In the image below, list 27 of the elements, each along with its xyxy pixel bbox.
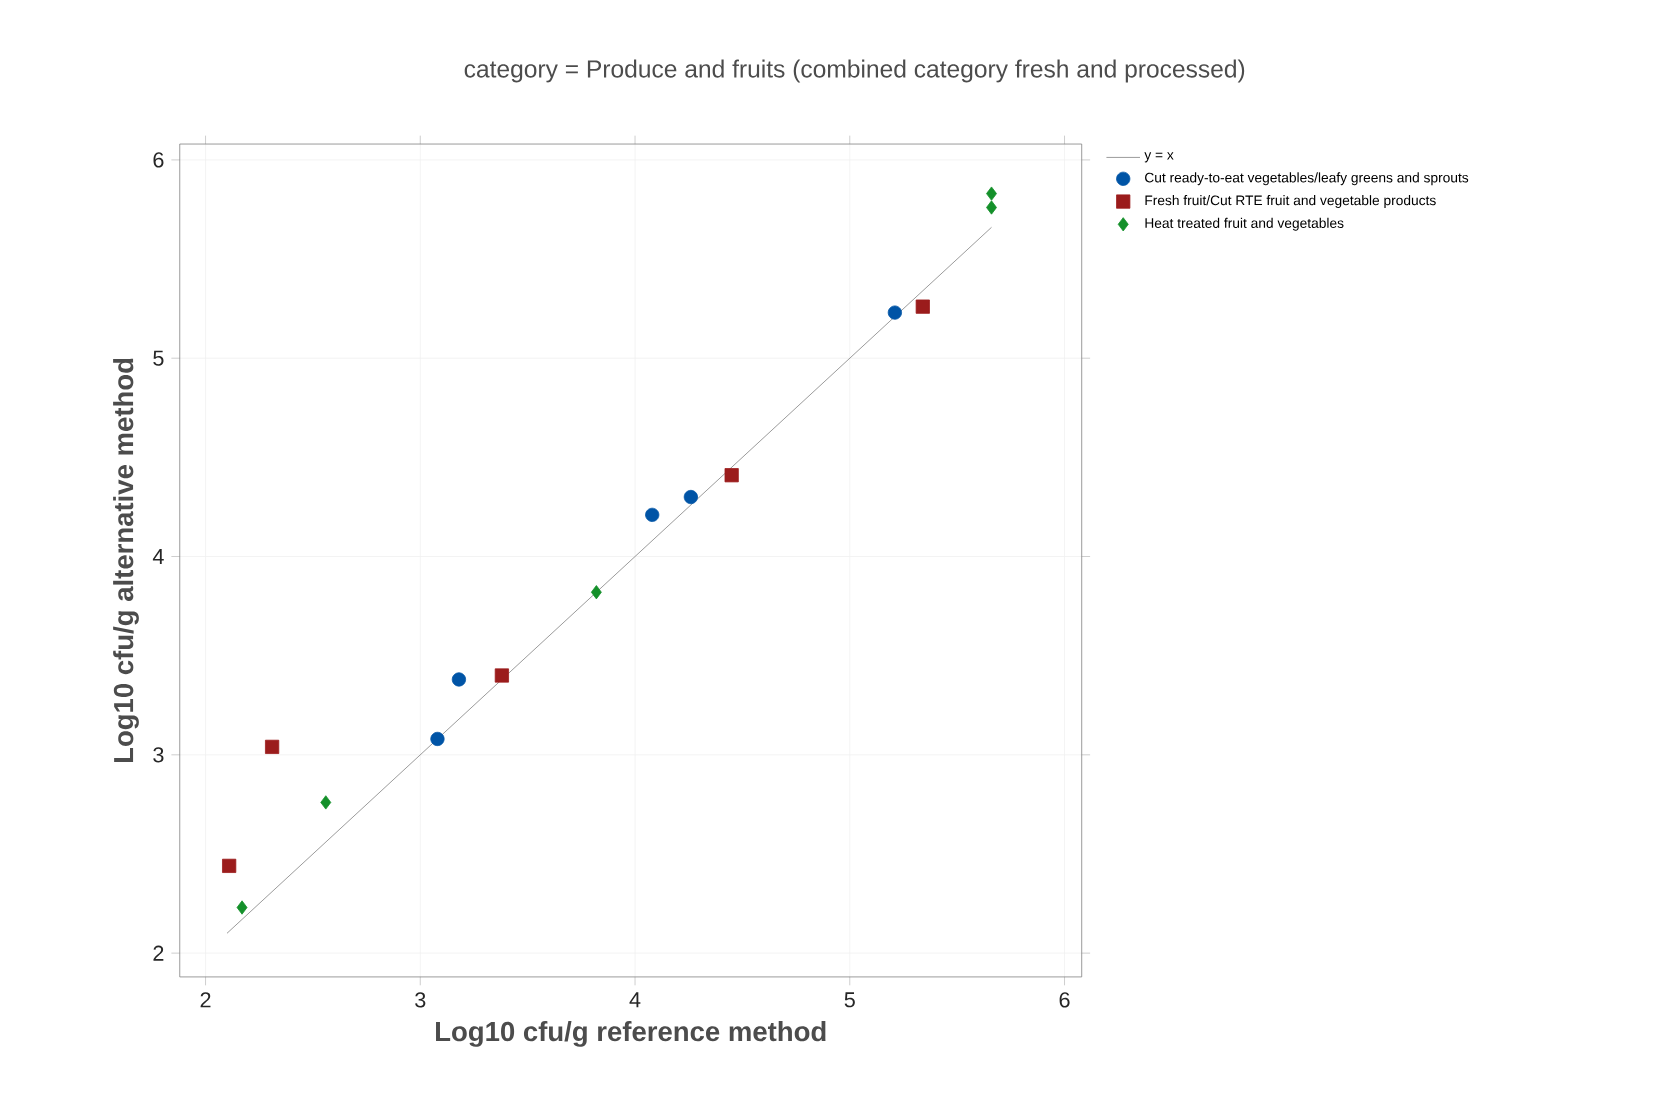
y-axis-title: Log10 cfu/g alternative method [113,359,139,763]
y-tick-label: 4 [152,549,164,565]
point [986,200,997,215]
point [236,900,248,915]
x-tick-label: 4 [629,992,641,1008]
y-tick-label: 2 [153,945,164,962]
y-tick-label: 3 [153,747,164,763]
point [320,795,332,810]
point [590,585,602,600]
point [265,740,280,755]
point [494,668,509,683]
point [887,305,902,321]
x-tick-label: 6 [1059,992,1070,1008]
point [451,672,467,687]
y-tick-label: 6 [153,152,164,168]
chart-title: category = Produce and fruits (combined category fresh and processed) [464,59,1245,83]
point [915,299,930,315]
x-tick-label: 3 [415,992,426,1008]
y-tick-label: 5 [153,351,164,367]
x-axis-title: Log10 cfu/g reference method [436,1021,826,1048]
x-tick-label: 5 [844,992,855,1008]
x-tick-label: 2 [200,992,211,1008]
point [645,508,660,523]
point [683,490,698,505]
point [222,859,237,874]
point [430,732,445,747]
point [724,468,739,483]
